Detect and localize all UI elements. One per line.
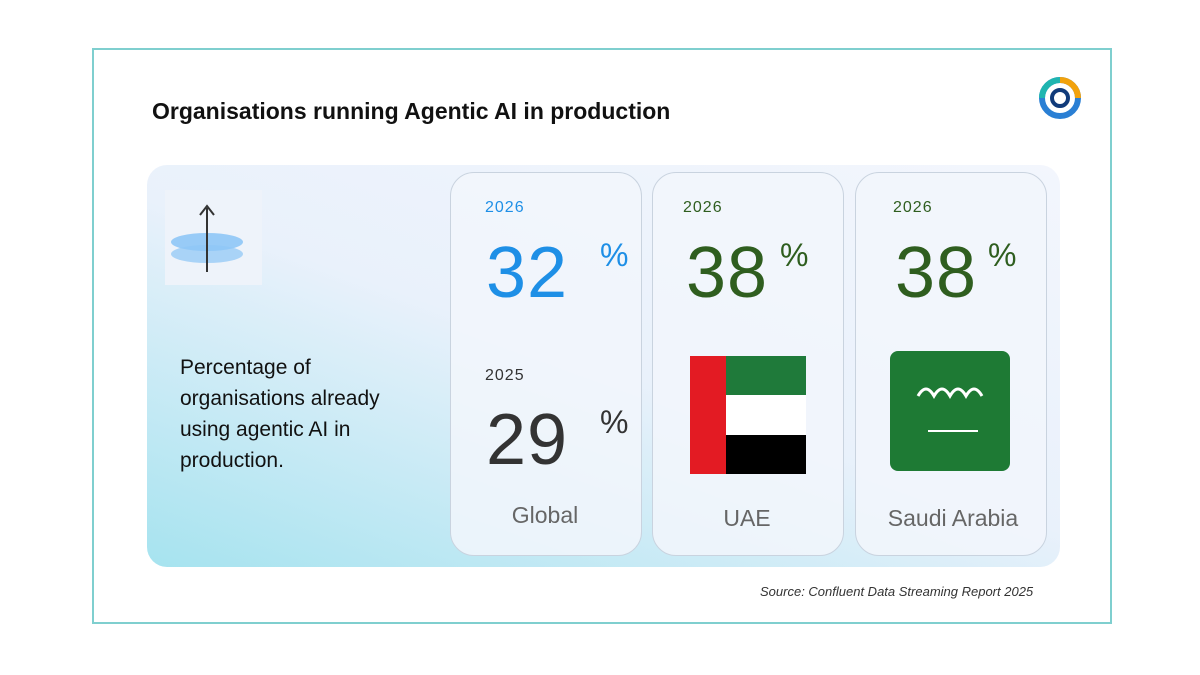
year: 2025 (485, 367, 525, 384)
unit: % (600, 237, 629, 273)
icon (165, 190, 262, 285)
logo (1039, 77, 1081, 119)
saudi-flag (890, 351, 1010, 471)
source: Source: Confluent Data Streaming Report … (760, 584, 1034, 599)
value: 38 (686, 233, 769, 313)
description: Percentage of organisations already usin… (180, 356, 380, 472)
value: 38 (895, 233, 978, 313)
region: Saudi Arabia (887, 505, 1019, 531)
uae-flag (690, 356, 806, 474)
frame (92, 48, 1112, 624)
title: Organisations running Agentic AI in prod… (152, 98, 671, 124)
unit: % (780, 237, 809, 273)
region: Global (511, 502, 579, 528)
card (450, 172, 642, 556)
year: 2026 (485, 199, 525, 216)
value: 29 (486, 400, 569, 480)
unit: % (600, 404, 629, 440)
year: 2026 (683, 199, 723, 216)
region: UAE (723, 505, 771, 531)
unit: % (988, 237, 1017, 273)
year: 2026 (893, 199, 933, 216)
value: 32 (486, 233, 569, 313)
